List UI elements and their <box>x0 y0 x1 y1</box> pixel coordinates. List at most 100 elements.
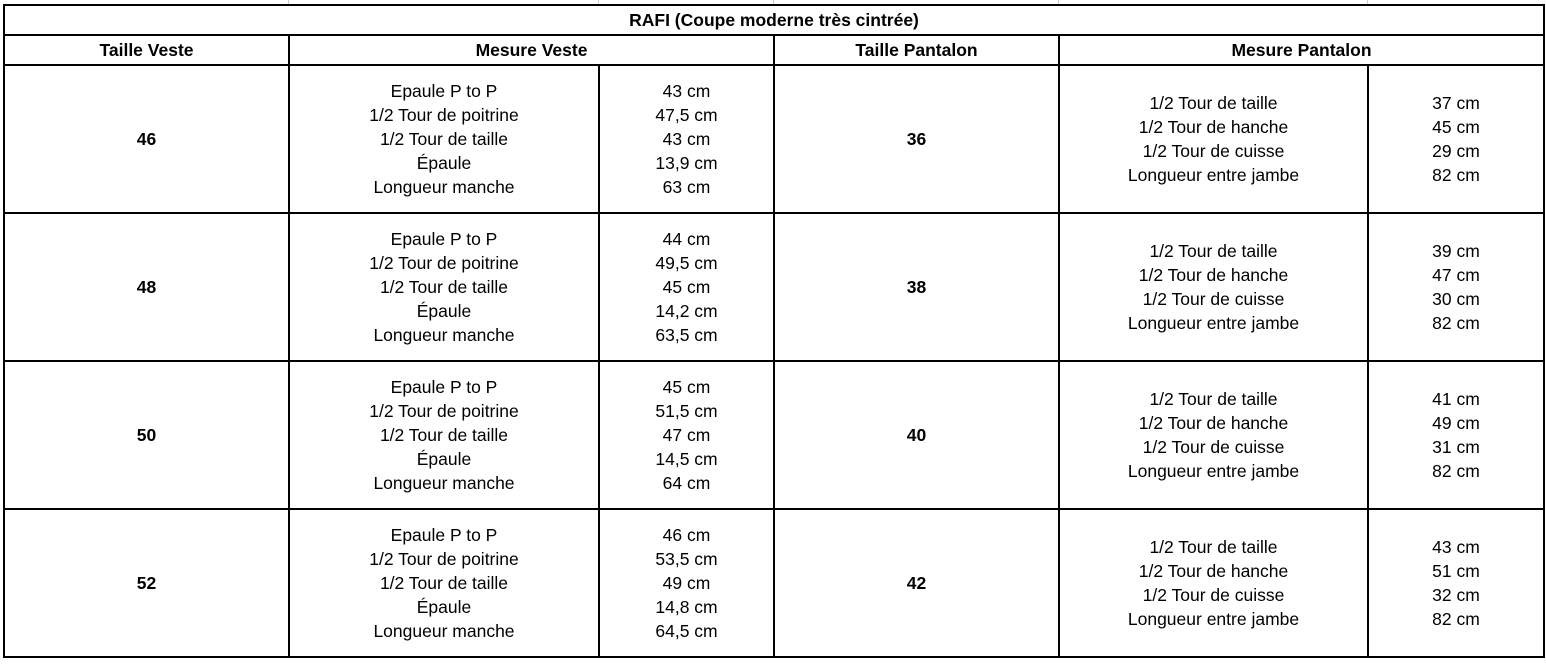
veste-labels-cell: Epaule P to P 1/2 Tour de poitrine 1/2 Tou… <box>288 360 600 510</box>
pantalon-measure-label: 1/2 Tour de taille <box>1149 241 1278 261</box>
veste-measure-value: 63 cm <box>662 177 711 197</box>
pantalon-measure-value: 37 cm <box>1432 93 1480 113</box>
veste-labels-cell: Epaule P to P 1/2 Tour de poitrine 1/2 Tou… <box>288 64 600 214</box>
pantalon-measure-value: 30 cm <box>1432 289 1480 309</box>
grid-line <box>773 0 774 4</box>
veste-measure-value: 43 cm <box>662 81 711 101</box>
taille-pantalon-cell: 40 <box>773 360 1060 510</box>
veste-measure-label: Epaule P to P <box>390 377 498 397</box>
veste-measure-value: 47 cm <box>662 425 711 445</box>
pantalon-measure-value: 82 cm <box>1432 461 1480 481</box>
veste-measure-value: 64 cm <box>662 473 711 493</box>
veste-measure-label: 1/2 Tour de poitrine <box>369 253 519 273</box>
veste-measure-label: Epaule P to P <box>390 229 498 249</box>
veste-measure-label: Épaule <box>416 449 472 469</box>
header-mesure-pantalon: Mesure Pantalon <box>1058 34 1545 66</box>
pantalon-measure-value: 51 cm <box>1432 561 1480 581</box>
grid-line <box>598 0 599 4</box>
pantalon-measure-label: 1/2 Tour de taille <box>1149 389 1278 409</box>
veste-measure-value: 47,5 cm <box>655 105 718 125</box>
veste-measure-value: 14,8 cm <box>655 597 718 617</box>
header-taille-veste: Taille Veste <box>3 34 290 66</box>
pantalon-measure-value: 82 cm <box>1432 313 1480 333</box>
veste-measure-label: Longueur manche <box>373 177 515 197</box>
table-row: 50 Epaule P to P 1/2 Tour de poitrine 1/2 T… <box>3 360 1545 510</box>
veste-measure-label: 1/2 Tour de poitrine <box>369 549 519 569</box>
pantalon-measure-value: 41 cm <box>1432 389 1480 409</box>
veste-measure-value: 49,5 cm <box>655 253 718 273</box>
taille-veste-cell: 48 <box>3 212 290 362</box>
pantalon-measure-value: 43 cm <box>1432 537 1480 557</box>
pantalon-measure-value: 39 cm <box>1432 241 1480 261</box>
veste-measure-label: Epaule P to P <box>390 525 498 545</box>
veste-measure-label: Epaule P to P <box>390 81 498 101</box>
table-row: 46 Epaule P to P 1/2 Tour de poitrine 1/2 T… <box>3 64 1545 214</box>
pantalon-measure-value: 29 cm <box>1432 141 1480 161</box>
veste-measure-value: 43 cm <box>662 129 711 149</box>
veste-measure-value: 63,5 cm <box>655 325 718 345</box>
pantalon-measure-label: 1/2 Tour de hanche <box>1138 117 1289 137</box>
pantalon-measure-label: 1/2 Tour de taille <box>1149 537 1278 557</box>
pantalon-measure-value: 47 cm <box>1432 265 1480 285</box>
table-row: 52 Epaule P to P 1/2 Tour de poitrine 1/2 T… <box>3 508 1545 658</box>
table-row: 48 Epaule P to P 1/2 Tour de poitrine 1/2 T… <box>3 212 1545 362</box>
pantalon-measure-label: Longueur entre jambe <box>1127 313 1300 333</box>
pantalon-measure-value: 32 cm <box>1432 585 1480 605</box>
size-chart-table: RAFI (Coupe moderne très cintrée) Taille… <box>3 4 1545 658</box>
grid-line <box>1367 0 1368 4</box>
pantalon-measure-value: 49 cm <box>1432 413 1480 433</box>
veste-measure-label: 1/2 Tour de taille <box>379 129 509 149</box>
taille-veste-cell: 46 <box>3 64 290 214</box>
pantalon-measure-value: 31 cm <box>1432 437 1480 457</box>
pantalon-labels-cell: 1/2 Tour de taille 1/2 Tour de hanche 1/2 … <box>1058 508 1369 658</box>
veste-values-cell: 43 cm 47,5 cm 43 cm 13,9 cm 63 cm <box>598 64 775 214</box>
pantalon-labels-cell: 1/2 Tour de taille 1/2 Tour de hanche 1/2 … <box>1058 212 1369 362</box>
pantalon-values-cell: 39 cm 47 cm 30 cm 82 cm <box>1367 212 1545 362</box>
veste-measure-value: 45 cm <box>662 277 711 297</box>
pantalon-values-cell: 41 cm 49 cm 31 cm 82 cm <box>1367 360 1545 510</box>
veste-measure-label: Épaule <box>416 301 472 321</box>
veste-labels-cell: Epaule P to P 1/2 Tour de poitrine 1/2 Tou… <box>288 508 600 658</box>
taille-pantalon-cell: 36 <box>773 64 1060 214</box>
header-taille-pantalon: Taille Pantalon <box>773 34 1060 66</box>
veste-measure-value: 53,5 cm <box>655 549 718 569</box>
veste-measure-value: 51,5 cm <box>655 401 718 421</box>
pantalon-measure-label: 1/2 Tour de hanche <box>1138 413 1289 433</box>
veste-measure-value: 14,5 cm <box>655 449 718 469</box>
pantalon-measure-label: 1/2 Tour de cuisse <box>1142 141 1285 161</box>
veste-values-cell: 46 cm 53,5 cm 49 cm 14,8 cm 64,5 cm <box>598 508 775 658</box>
veste-measure-label: Longueur manche <box>373 621 515 641</box>
pantalon-measure-label: 1/2 Tour de hanche <box>1138 265 1289 285</box>
taille-pantalon-cell: 38 <box>773 212 1060 362</box>
veste-measure-value: 13,9 cm <box>655 153 718 173</box>
header-mesure-veste: Mesure Veste <box>288 34 775 66</box>
pantalon-values-cell: 43 cm 51 cm 32 cm 82 cm <box>1367 508 1545 658</box>
veste-measure-label: 1/2 Tour de taille <box>379 425 509 445</box>
veste-measure-label: 1/2 Tour de poitrine <box>369 401 519 421</box>
pantalon-labels-cell: 1/2 Tour de taille 1/2 Tour de hanche 1/2 … <box>1058 360 1369 510</box>
veste-measure-value: 44 cm <box>662 229 711 249</box>
pantalon-values-cell: 37 cm 45 cm 29 cm 82 cm <box>1367 64 1545 214</box>
pantalon-measure-label: 1/2 Tour de hanche <box>1138 561 1289 581</box>
pantalon-measure-value: 82 cm <box>1432 609 1480 629</box>
table-title: RAFI (Coupe moderne très cintrée) <box>3 4 1545 36</box>
veste-values-cell: 45 cm 51,5 cm 47 cm 14,5 cm 64 cm <box>598 360 775 510</box>
pantalon-labels-cell: 1/2 Tour de taille 1/2 Tour de hanche 1/2 … <box>1058 64 1369 214</box>
veste-measure-value: 46 cm <box>662 525 711 545</box>
pantalon-measure-label: 1/2 Tour de cuisse <box>1142 585 1285 605</box>
pantalon-measure-label: Longueur entre jambe <box>1127 461 1300 481</box>
pantalon-measure-label: 1/2 Tour de taille <box>1149 93 1278 113</box>
veste-measure-label: 1/2 Tour de taille <box>379 277 509 297</box>
veste-measure-value: 45 cm <box>662 377 711 397</box>
pantalon-measure-label: 1/2 Tour de cuisse <box>1142 289 1285 309</box>
taille-pantalon-cell: 42 <box>773 508 1060 658</box>
veste-measure-value: 64,5 cm <box>655 621 718 641</box>
veste-measure-value: 14,2 cm <box>655 301 718 321</box>
veste-measure-label: Longueur manche <box>373 473 515 493</box>
veste-labels-cell: Epaule P to P 1/2 Tour de poitrine 1/2 Tou… <box>288 212 600 362</box>
pantalon-measure-value: 45 cm <box>1432 117 1480 137</box>
taille-veste-cell: 52 <box>3 508 290 658</box>
grid-line <box>288 0 289 4</box>
veste-measure-label: 1/2 Tour de poitrine <box>369 105 519 125</box>
veste-measure-value: 49 cm <box>662 573 711 593</box>
